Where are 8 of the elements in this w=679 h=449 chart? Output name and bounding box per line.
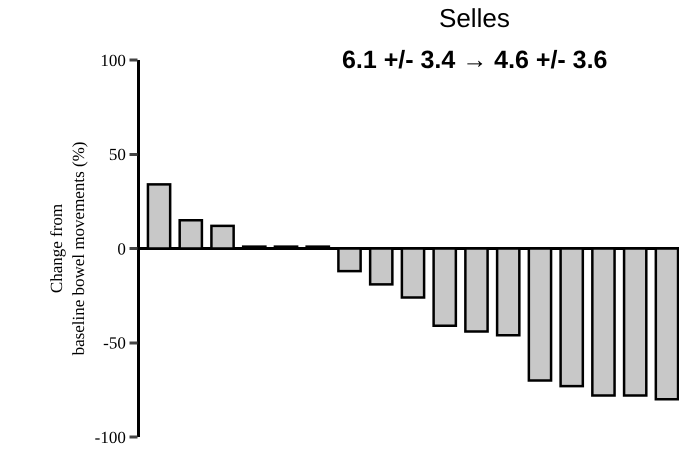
y-axis-title: Change from baseline bowel movements (%)	[47, 142, 88, 356]
y-tick-label: -100	[94, 428, 126, 447]
y-tick-label: -50	[103, 334, 126, 353]
chart-title: Selles	[439, 3, 510, 33]
y-tick-label: 50	[108, 145, 126, 164]
y-tick-label: 100	[100, 50, 126, 70]
chart-subtitle: 6.1 +/- 3.4 → 4.6 +/- 3.6	[342, 46, 608, 74]
y-tick-label: 0	[117, 239, 126, 258]
